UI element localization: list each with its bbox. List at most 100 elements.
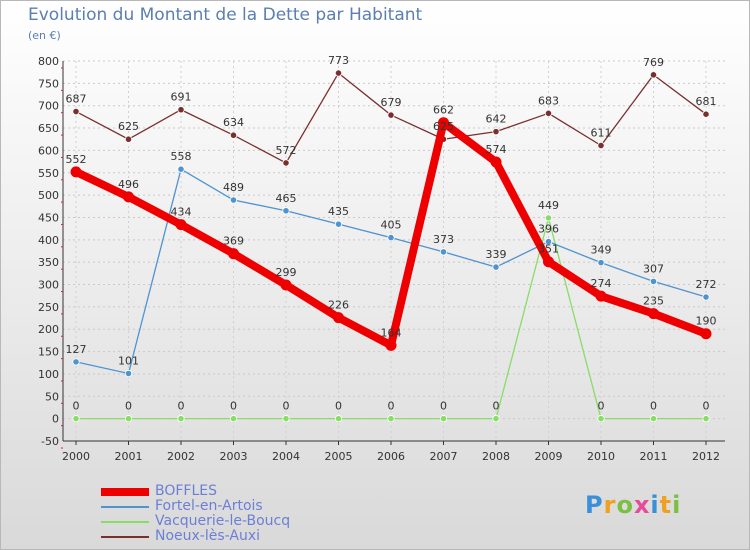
data-label: 572 [276, 144, 297, 157]
data-point [490, 156, 502, 168]
data-label: 681 [696, 95, 717, 108]
data-label: 489 [223, 181, 244, 194]
data-point [492, 128, 500, 136]
data-label: 634 [223, 116, 244, 129]
data-point [177, 415, 185, 423]
data-point [177, 106, 185, 114]
data-point [280, 279, 292, 291]
x-tick-label: 2001 [115, 450, 143, 463]
legend-label: Vacquerie-le-Boucq [155, 513, 291, 529]
data-point [387, 415, 395, 423]
logo-letter: P [585, 491, 604, 519]
data-label: 0 [283, 400, 290, 413]
data-label: 226 [328, 299, 349, 312]
data-label: 773 [328, 54, 349, 67]
data-label: 687 [66, 93, 87, 106]
data-point [70, 166, 82, 178]
data-point [649, 415, 658, 423]
x-tick-label: 2002 [167, 450, 195, 463]
data-label: 0 [125, 400, 132, 413]
data-label: 0 [598, 400, 605, 413]
data-label: 369 [223, 235, 244, 248]
data-label: 349 [591, 244, 612, 257]
data-label: 679 [381, 96, 402, 109]
data-label: 558 [171, 150, 192, 163]
y-tick-label: 600 [38, 144, 59, 157]
data-label: 307 [643, 262, 664, 275]
data-label: 0 [178, 400, 185, 413]
data-point [124, 135, 133, 143]
logo-letter: t [659, 491, 673, 519]
data-label: 373 [433, 233, 454, 246]
data-point [282, 159, 290, 167]
y-tick-label: 750 [38, 77, 59, 90]
data-point [439, 415, 448, 423]
data-point [123, 191, 134, 203]
data-point [492, 263, 500, 271]
data-label: 0 [493, 400, 500, 413]
data-point [334, 220, 343, 228]
data-point [229, 131, 238, 139]
data-point [334, 415, 343, 423]
data-point [72, 415, 80, 423]
data-point [282, 207, 290, 215]
data-label: 0 [703, 400, 710, 413]
legend-swatch [101, 506, 149, 508]
y-tick-label: 650 [38, 122, 59, 135]
y-tick-label: 200 [38, 323, 59, 336]
data-label: 101 [118, 354, 139, 367]
x-tick-label: 2006 [377, 450, 405, 463]
data-label: 642 [486, 113, 507, 126]
chart-plot: -50 0 50 100 150 200 250 300 350 400 450 500 550 600 6… [38, 54, 725, 463]
data-label: 235 [643, 295, 664, 308]
x-tick-label: 2009 [535, 450, 563, 463]
legend-swatch [101, 521, 149, 523]
data-label: 164 [381, 326, 402, 339]
x-tick-label: 2011 [640, 450, 668, 463]
y-tick-label: 350 [38, 256, 59, 269]
data-point [387, 233, 395, 242]
data-label: 465 [276, 192, 297, 205]
y-tick-label: 450 [38, 211, 59, 224]
data-label: 552 [66, 153, 87, 166]
data-point [177, 165, 185, 173]
y-tick-label: 0 [52, 413, 59, 426]
legend-swatch [101, 536, 149, 538]
data-point [597, 415, 605, 423]
data-label: 190 [696, 315, 717, 328]
y-tick-label: 500 [38, 189, 59, 202]
logo-letter: o [616, 491, 634, 519]
y-tick-label: 550 [38, 167, 59, 180]
data-label: 434 [171, 206, 192, 219]
data-point [543, 256, 554, 268]
data-point [702, 110, 710, 118]
data-label: 339 [486, 248, 507, 261]
logo-letter: i [650, 491, 660, 519]
x-tick-label: 2008 [482, 450, 510, 463]
data-label: 625 [433, 120, 454, 133]
data-point [333, 312, 344, 324]
data-point [544, 214, 553, 222]
data-label: 496 [118, 178, 139, 191]
data-label: 0 [388, 400, 395, 413]
chart-title: Evolution du Montant de la Dette par Hab… [28, 5, 423, 25]
x-tick-label: 2000 [62, 450, 90, 463]
data-point [229, 196, 238, 204]
y-tick-label: 400 [38, 234, 59, 247]
y-tick-label: 100 [38, 368, 59, 381]
data-label: 662 [433, 104, 454, 117]
data-point [597, 259, 605, 267]
unit-label: (en €) [28, 29, 61, 42]
data-label: 449 [538, 199, 559, 212]
data-point [702, 293, 710, 301]
legend-label: BOFFLES [155, 483, 218, 499]
data-label: 435 [328, 205, 349, 218]
data-point [229, 415, 238, 423]
data-label: 299 [276, 266, 297, 279]
x-tick-label: 2005 [325, 450, 353, 463]
x-tick-label: 2003 [220, 450, 248, 463]
data-point [385, 339, 397, 351]
series-line-2 [75, 217, 707, 420]
x-tick-label: 2004 [272, 450, 300, 463]
